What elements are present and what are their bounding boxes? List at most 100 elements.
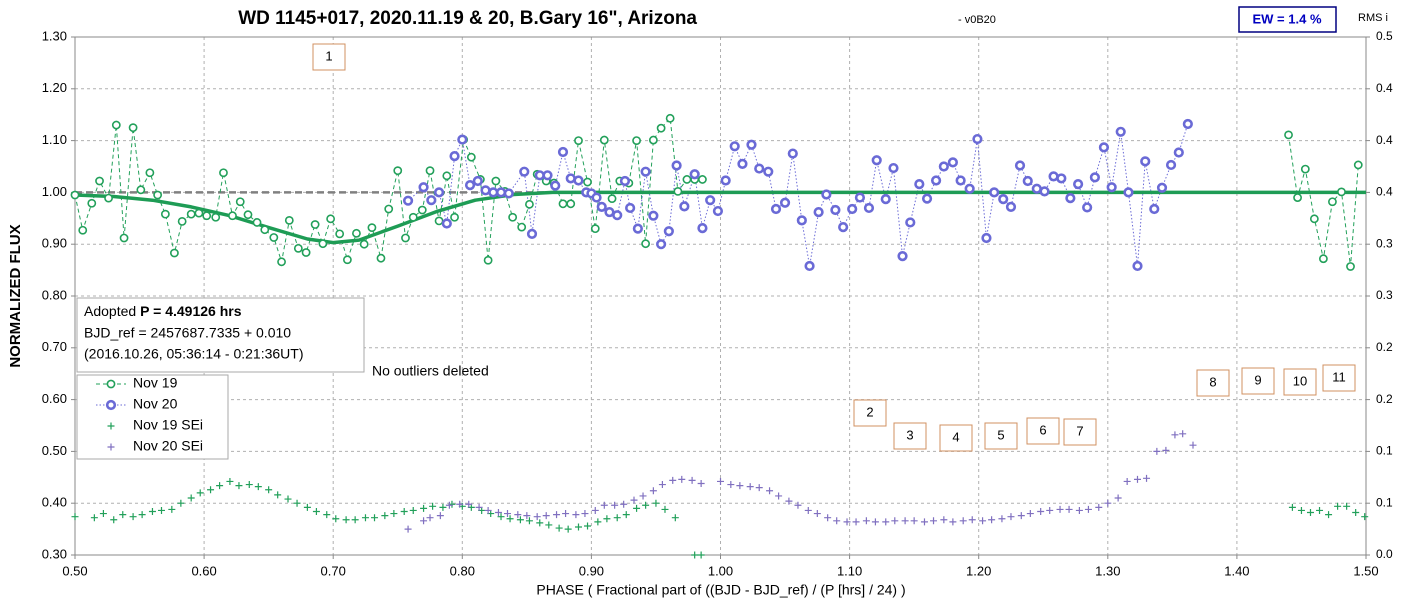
- plus-marker: [426, 514, 434, 522]
- annotation-box: [1063, 418, 1097, 446]
- plus-marker: [998, 515, 1006, 523]
- ew-box: [1238, 6, 1337, 33]
- plus-marker: [1343, 502, 1351, 510]
- circle-marker: [95, 176, 104, 186]
- circle-marker: [656, 123, 666, 133]
- circle-marker: [779, 197, 791, 208]
- plus-marker: [429, 502, 437, 510]
- circle-marker: [119, 233, 129, 243]
- plus-marker: [226, 477, 234, 485]
- plus-marker: [553, 511, 561, 519]
- x-axis-label: PHASE ( Fractional part of ((BJD - BJD_r…: [536, 582, 905, 598]
- annotation-label: 5: [997, 427, 1004, 442]
- plus-marker: [804, 506, 812, 514]
- plus-marker: [1179, 430, 1187, 438]
- circle-marker: [87, 198, 97, 208]
- x-tick-label: 0.50: [62, 563, 87, 578]
- plus-marker: [652, 499, 660, 507]
- annotation-box: [853, 399, 887, 427]
- plus-marker: [1095, 503, 1103, 511]
- circle-marker: [211, 212, 221, 222]
- circle-marker: [770, 203, 782, 215]
- circle-marker: [269, 233, 279, 242]
- plus-marker: [293, 499, 301, 507]
- circle-marker: [604, 206, 615, 218]
- plus-marker: [445, 501, 453, 509]
- plus-marker: [843, 518, 851, 526]
- plus-marker: [503, 510, 511, 518]
- plus-marker: [235, 482, 243, 490]
- circle-marker: [821, 189, 832, 200]
- plus-marker: [409, 506, 417, 514]
- plus-marker: [901, 517, 909, 525]
- circle-marker: [464, 180, 476, 191]
- circle-marker: [70, 190, 80, 200]
- plus-marker: [688, 476, 696, 484]
- circle-marker: [401, 233, 410, 243]
- plus-marker: [371, 514, 379, 522]
- circle-marker: [542, 170, 553, 181]
- plus-marker: [516, 516, 524, 524]
- plus-marker: [622, 511, 630, 519]
- circle-marker: [105, 399, 117, 411]
- plus-marker: [1017, 512, 1025, 520]
- x-tick-label: 1.10: [837, 563, 862, 578]
- x-tick-label: 1.00: [708, 563, 733, 578]
- circle-marker: [1346, 262, 1355, 271]
- circle-marker: [177, 217, 187, 226]
- circle-marker: [367, 223, 377, 233]
- annotation-box: [1283, 368, 1317, 396]
- circle-marker: [854, 192, 866, 203]
- circle-marker: [402, 195, 414, 206]
- circle-marker: [679, 201, 690, 212]
- plus-marker: [833, 517, 841, 525]
- plus-marker: [697, 551, 705, 559]
- plus-marker: [658, 481, 666, 489]
- plus-marker: [1334, 502, 1342, 510]
- circle-marker: [619, 175, 631, 187]
- y-tick-label: 1.10: [42, 132, 67, 147]
- plus-marker: [110, 516, 118, 524]
- annotation-label: 1: [325, 48, 332, 63]
- plus-marker: [649, 487, 657, 495]
- plus-marker: [794, 501, 802, 509]
- circle-marker: [596, 201, 607, 213]
- circle-marker: [897, 251, 908, 262]
- plus-marker: [245, 481, 253, 489]
- chart-title: WD 1145+017, 2020.11.19 & 20, B.Gary 16"…: [238, 8, 697, 29]
- plus-marker: [465, 500, 473, 508]
- circle-marker: [277, 257, 286, 267]
- circle-marker: [682, 175, 692, 184]
- plus-marker: [581, 510, 589, 518]
- plus-marker: [1123, 477, 1131, 485]
- plus-marker: [1084, 505, 1092, 513]
- circle-marker: [1284, 130, 1293, 140]
- circle-marker: [697, 223, 708, 234]
- plus-marker: [697, 480, 705, 488]
- plus-marker: [342, 516, 350, 524]
- circle-marker: [260, 225, 270, 235]
- plus-marker: [420, 517, 428, 525]
- plus-marker: [824, 514, 832, 522]
- plus-marker: [494, 509, 502, 517]
- circle-marker: [673, 186, 683, 196]
- plus-marker: [630, 496, 638, 504]
- annotation-label: 10: [1293, 373, 1307, 388]
- plus-marker: [332, 515, 340, 523]
- info-adopted: Adopted: [84, 303, 136, 319]
- annotation-label: 4: [952, 429, 959, 444]
- circle-marker: [335, 229, 345, 239]
- plus-marker: [669, 476, 677, 484]
- circle-marker: [1123, 187, 1134, 198]
- legend-label: Nov 20 SEi: [133, 438, 203, 454]
- y-tick-label: 0.30: [42, 546, 67, 561]
- circle-marker: [640, 166, 651, 177]
- circle-marker: [998, 194, 1009, 205]
- x-tick-label: 1.20: [966, 563, 991, 578]
- plus-marker: [1352, 509, 1360, 517]
- circle-marker: [838, 222, 849, 233]
- circle-marker: [566, 199, 576, 209]
- plus-marker: [71, 513, 79, 521]
- circle-marker: [433, 187, 445, 198]
- y-tick-label: 0.90: [42, 236, 67, 251]
